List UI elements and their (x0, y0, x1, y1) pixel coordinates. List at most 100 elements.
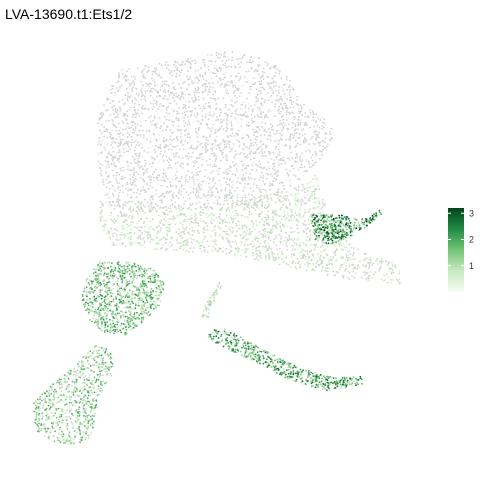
cell-point (195, 217, 198, 219)
cell-point (271, 89, 273, 91)
cell-point (314, 247, 317, 249)
cell-point (285, 199, 287, 202)
cell-point (92, 291, 95, 294)
cell-point (103, 331, 106, 333)
cell-point (118, 149, 121, 151)
cell-point (103, 223, 106, 226)
cell-point (102, 264, 105, 267)
cell-point (153, 179, 155, 182)
cell-point (155, 101, 158, 104)
cell-point (150, 206, 153, 209)
cell-point (196, 160, 199, 163)
cell-point (139, 133, 142, 136)
cell-point (204, 175, 206, 178)
cell-point (120, 132, 122, 135)
cell-point (308, 210, 310, 213)
cell-point (279, 247, 281, 250)
cell-point (231, 203, 233, 205)
cell-point (134, 146, 137, 149)
cell-point (278, 215, 281, 218)
cell-point (291, 209, 293, 211)
cell-point (326, 217, 329, 220)
cell-point (164, 215, 167, 218)
cell-point (116, 157, 119, 160)
cell-point (238, 227, 241, 230)
cell-point (280, 206, 283, 209)
cell-point (106, 157, 108, 159)
cell-point (241, 225, 244, 228)
cell-point (134, 123, 137, 126)
cell-point (398, 278, 401, 280)
cell-point (109, 135, 111, 138)
cell-point (183, 188, 185, 191)
cell-point (119, 292, 122, 294)
cell-point (148, 85, 151, 88)
cell-point (329, 258, 331, 260)
cell-point (313, 225, 316, 227)
cell-point (126, 131, 129, 134)
cell-point (270, 82, 273, 84)
cell-point (255, 148, 258, 151)
cell-point (225, 199, 228, 202)
cell-point (177, 112, 180, 115)
cell-point (198, 91, 201, 94)
cell-point (250, 204, 253, 207)
cell-point (226, 238, 229, 240)
cell-point (186, 155, 189, 158)
cell-point (285, 190, 288, 193)
cell-point (250, 177, 253, 180)
cell-point (248, 124, 251, 127)
cell-point (133, 102, 136, 105)
cell-point (118, 129, 121, 132)
cell-point (203, 99, 206, 101)
cell-point (396, 279, 398, 281)
cell-point (269, 152, 272, 154)
cell-point (123, 114, 126, 117)
cell-point (242, 56, 244, 59)
cell-point (235, 255, 238, 257)
cell-point (228, 167, 230, 170)
cell-point (268, 99, 270, 102)
cell-point (218, 179, 221, 182)
cell-point (159, 86, 162, 89)
cell-point (228, 233, 231, 236)
cell-point (125, 87, 128, 90)
cell-point (299, 143, 302, 146)
cell-point (369, 274, 371, 277)
cell-point (136, 237, 139, 239)
cell-point (243, 100, 246, 102)
cell-point (282, 127, 285, 129)
cell-point (135, 192, 138, 194)
cell-point (181, 236, 184, 239)
cell-point (269, 123, 272, 126)
cell-point (338, 268, 341, 271)
cell-point (175, 140, 178, 143)
cell-point (289, 146, 292, 149)
cell-point (285, 113, 288, 116)
cell-point (216, 130, 219, 132)
cell-point (384, 260, 387, 263)
cell-point (135, 171, 138, 174)
cell-point (145, 138, 148, 140)
cell-point (255, 143, 258, 146)
cell-point (214, 128, 217, 131)
cell-point (300, 163, 303, 166)
cell-point (267, 248, 270, 251)
cell-point (177, 204, 180, 207)
cell-point (264, 183, 266, 186)
cell-point (129, 311, 132, 314)
cell-point (167, 91, 170, 93)
cell-point (277, 110, 280, 112)
cell-point (206, 199, 209, 202)
cell-point (184, 227, 186, 230)
cell-point (322, 257, 325, 259)
cell-point (210, 235, 213, 238)
cell-point (86, 295, 88, 298)
cell-point (244, 76, 246, 79)
cell-point (188, 61, 191, 63)
cell-point (106, 328, 108, 331)
cell-point (166, 185, 168, 188)
cell-point (117, 80, 120, 83)
cell-point (281, 251, 283, 254)
cell-point (235, 167, 238, 170)
